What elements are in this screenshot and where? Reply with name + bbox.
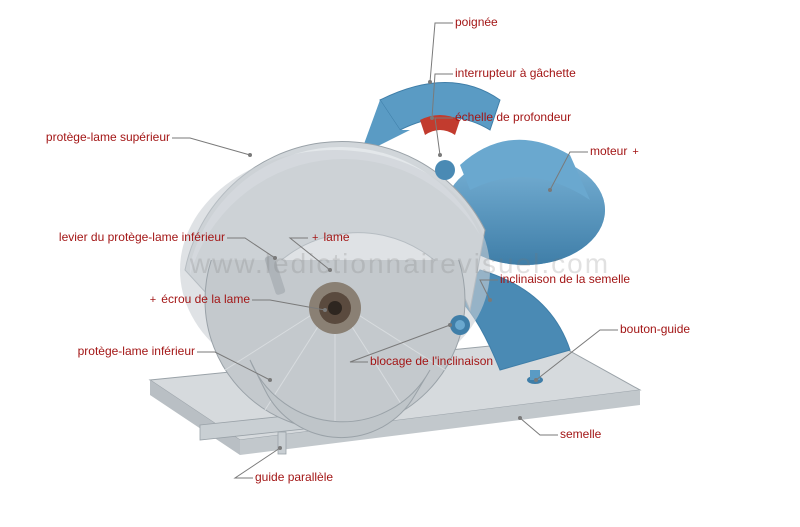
label-blocage_inclinaison: blocage de l'inclinaison xyxy=(370,354,493,368)
label-lame: + lame xyxy=(310,230,350,244)
label-text-levier_protege_inf: levier du protège-lame inférieur xyxy=(59,230,225,244)
label-levier_protege_inf: levier du protège-lame inférieur xyxy=(59,230,225,244)
label-guide_parallele: guide parallèle xyxy=(255,470,333,484)
label-semelle: semelle xyxy=(560,427,601,441)
label-text-blocage_inclinaison: blocage de l'inclinaison xyxy=(370,354,493,368)
circular-saw-illustration xyxy=(130,60,670,460)
label-text-protege_sup: protège-lame supérieur xyxy=(46,130,170,144)
label-protege_inf: protège-lame inférieur xyxy=(78,344,195,358)
label-ecrou_lame: + écrou de la lame xyxy=(148,292,250,306)
label-text-interrupteur: interrupteur à gâchette xyxy=(455,66,576,80)
label-protege_sup: protège-lame supérieur xyxy=(46,130,170,144)
label-text-ecrou_lame: écrou de la lame xyxy=(161,292,250,306)
label-text-protege_inf: protège-lame inférieur xyxy=(78,344,195,358)
label-inclinaison_semelle: inclinaison de la semelle xyxy=(500,272,630,286)
expand-plus-icon: + xyxy=(629,146,638,158)
label-text-poignee: poignée xyxy=(455,15,498,29)
label-poignee: poignée xyxy=(455,15,498,29)
label-text-guide_parallele: guide parallèle xyxy=(255,470,333,484)
label-text-inclinaison_semelle: inclinaison de la semelle xyxy=(500,272,630,286)
label-text-lame: lame xyxy=(323,230,349,244)
label-interrupteur: interrupteur à gâchette xyxy=(455,66,576,80)
label-text-bouton_guide: bouton-guide xyxy=(620,322,690,336)
label-text-echelle_profondeur: échelle de profondeur xyxy=(455,110,571,124)
label-moteur: moteur + xyxy=(590,144,641,158)
label-echelle_profondeur: échelle de profondeur xyxy=(455,110,571,124)
label-text-semelle: semelle xyxy=(560,427,601,441)
diagram-stage: www.ledictionnairevisuel.com poignéeinte… xyxy=(0,0,800,527)
label-bouton_guide: bouton-guide xyxy=(620,322,690,336)
expand-plus-icon: + xyxy=(312,232,321,244)
expand-plus-icon: + xyxy=(150,294,159,306)
label-text-moteur: moteur xyxy=(590,144,627,158)
